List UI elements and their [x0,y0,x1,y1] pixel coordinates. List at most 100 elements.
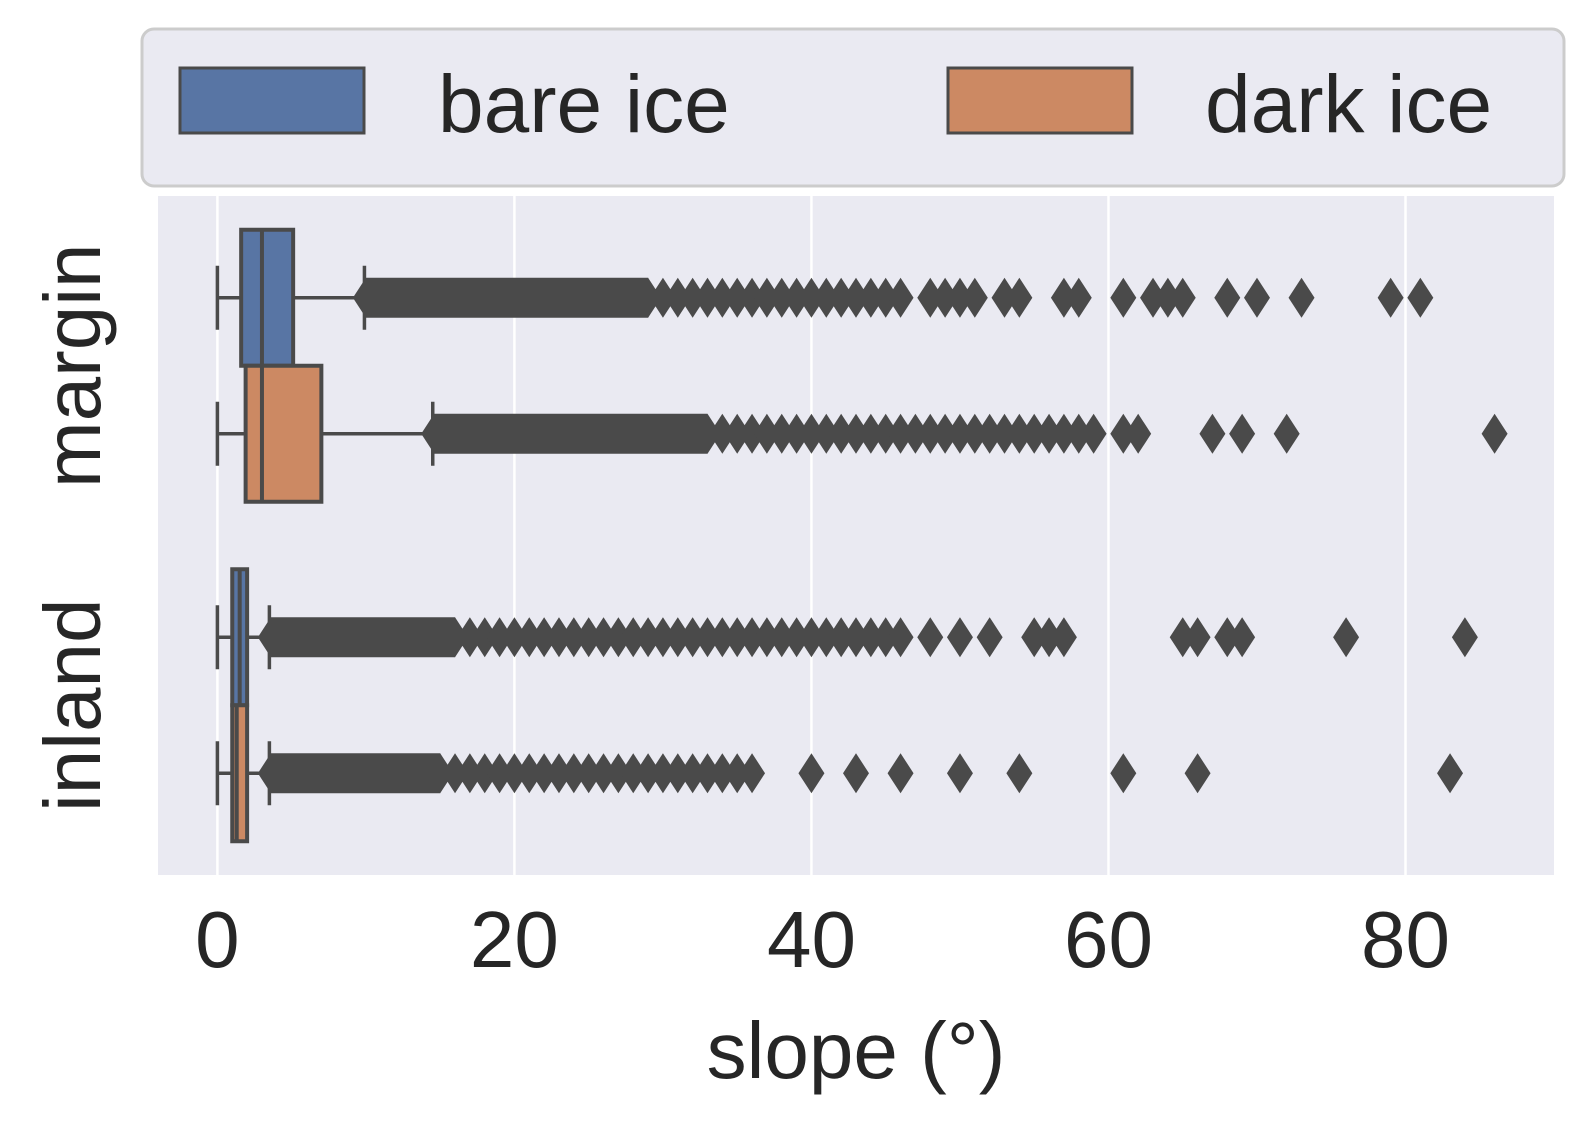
outlier-point [1229,617,1256,658]
outlier-point [768,277,795,318]
outlier-point [798,753,825,794]
outlier-point [902,413,929,454]
outlier-dense-band [434,413,708,454]
outlier-point [649,753,676,794]
outlier-point [486,753,513,794]
outlier-point [560,617,587,658]
legend: bare ice dark ice [140,27,1566,188]
outlier-point [783,413,810,454]
outlier-point [1125,413,1152,454]
outlier-point [1229,413,1256,454]
outlier-point [813,413,840,454]
outlier-point [1006,753,1033,794]
outlier-point [421,413,448,454]
outlier-point [739,413,766,454]
outlier-point [1006,277,1033,318]
outlier-point [1169,277,1196,318]
x-tick-label: 60 [1064,895,1153,984]
outlier-point [1140,277,1167,318]
outlier-point [1021,413,1048,454]
outlier-point [843,753,869,794]
outlier-point [471,753,498,794]
box-dark-ice-margin [243,363,324,504]
outlier-point [739,277,766,318]
outlier-point [575,617,602,658]
outlier-point [1065,413,1092,454]
outlier-point [724,413,751,454]
outlier-point [352,277,379,318]
outlier-point [1036,413,1063,454]
outlier-point [516,753,543,794]
outlier-point [783,277,810,318]
outlier-point [798,617,825,658]
outlier-point [813,617,840,658]
outlier-point [1243,277,1270,318]
outlier-point [1437,753,1464,794]
outlier-point [1407,277,1434,318]
outlier-point [753,277,780,318]
legend-frame [140,27,1566,188]
outlier-point [694,617,721,658]
outlier-dense-band [270,753,441,794]
x-tick-label: 20 [470,895,559,984]
outlier-point [1036,617,1063,658]
outlier-point [1184,753,1211,794]
outlier-point [649,617,676,658]
x-tick-label: 40 [767,895,856,984]
outlier-point [828,413,855,454]
x-tick-label: 0 [195,895,240,984]
outlier-point [1169,617,1196,658]
legend-label-bare-ice: bare ice [438,59,730,150]
outlier-point [753,617,780,658]
outlier-point [257,753,284,794]
outlier-point [917,277,944,318]
outlier-point [843,277,869,318]
outlier-point [843,413,869,454]
outlier-point [1273,413,1300,454]
outlier-point [843,617,869,658]
outlier-point [932,413,959,454]
outlier-point [872,277,899,318]
outlier-point [739,753,766,794]
outlier-point [709,753,736,794]
outlier-point [605,753,632,794]
legend-swatch-bare-ice [178,66,366,135]
outlier-point [1214,617,1241,658]
outlier-point [857,277,884,318]
outlier-point [1110,413,1137,454]
outlier-point [1050,413,1077,454]
outlier-point [1377,277,1404,318]
box-dark-ice-inland [230,703,250,844]
outlier-point [724,617,751,658]
outlier-point [545,617,572,658]
x-axis-label: slope (°) [707,1006,1006,1095]
outlier-point [679,277,706,318]
outlier-point [1110,753,1137,794]
outlier-point [976,617,1003,658]
outlier-point [1214,277,1241,318]
outlier-point [946,413,973,454]
outlier-point [709,277,736,318]
outlier-dense-band [270,617,456,658]
outlier-point [768,413,795,454]
outlier-point [1184,617,1211,658]
outlier-point [442,753,469,794]
outlier-point [917,413,944,454]
y-category-label-margin: margin [28,243,117,488]
outlier-point [976,413,1003,454]
outlier-dense-band [365,277,649,318]
outlier-point [1481,413,1508,454]
outlier-point [768,617,795,658]
outlier-point [501,753,528,794]
outlier-point [649,277,676,318]
outlier-point [679,617,706,658]
outlier-point [456,753,483,794]
outlier-point [694,277,721,318]
x-tick-labels: 0 20 40 60 80 [195,895,1450,984]
outlier-point [442,617,469,658]
outlier-point [679,753,706,794]
outlier-point [664,277,691,318]
legend-label-dark-ice: dark ice [1205,59,1492,150]
outlier-point [635,617,662,658]
